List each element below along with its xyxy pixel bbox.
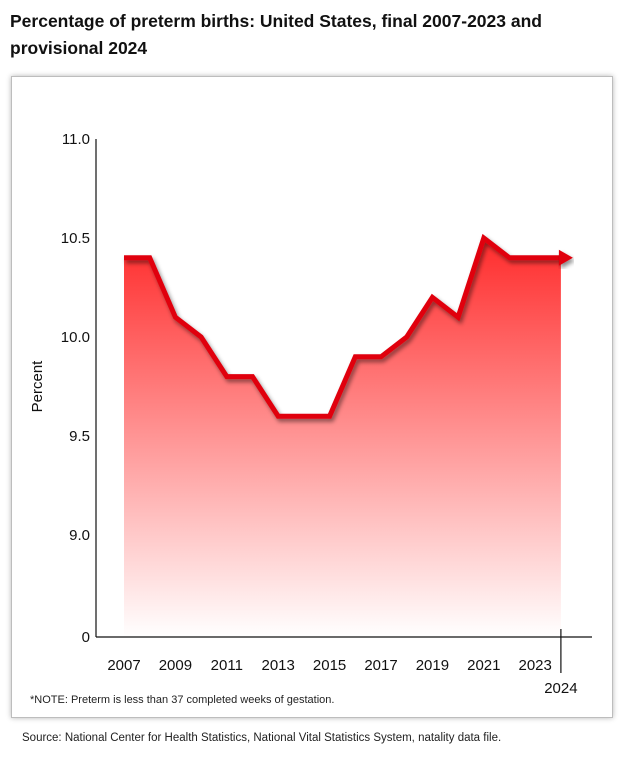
x-tick-label-provisional: 2024 — [544, 680, 577, 697]
area-layer — [124, 238, 561, 637]
x-tick-label: 2023 — [519, 657, 552, 674]
x-tick-label: 2015 — [313, 657, 346, 674]
preterm-births-chart: 11.0 10.5 10.0 9.5 9.0 0 Percent 2007 2009 2011 20… — [29, 131, 592, 706]
x-tick-label: 2013 — [262, 657, 295, 674]
y-axis-title: Percent — [29, 360, 46, 413]
y-tick-label: 0 — [82, 629, 90, 646]
y-tick-label: 9.0 — [69, 527, 90, 544]
source-note: Source: National Center for Health Stati… — [22, 732, 502, 744]
x-tick-label: 2021 — [467, 657, 500, 674]
area-fill — [124, 238, 561, 637]
x-tick-label: 2011 — [211, 657, 243, 674]
y-tick-label: 9.5 — [69, 428, 90, 445]
chart-note: *NOTE: Preterm is less than 37 completed… — [30, 694, 334, 706]
x-tick-label: 2007 — [107, 657, 140, 674]
chart-title: Percentage of preterm births: United Sta… — [10, 11, 542, 58]
x-tick-label: 2009 — [159, 657, 192, 674]
line-arrow-head — [558, 249, 573, 266]
y-tick-label: 11.0 — [62, 131, 90, 148]
chart-panel: 11.0 10.5 10.0 9.5 9.0 0 Percent 2007 2009 2011 20… — [11, 76, 613, 718]
y-tick-label: 10.0 — [61, 329, 90, 346]
labels-layer: 11.0 10.5 10.0 9.5 9.0 0 Percent 2007 2009 2011 20… — [29, 131, 578, 697]
x-tick-label: 2017 — [364, 657, 397, 674]
y-tick-label: 10.5 — [61, 230, 90, 247]
line-layer — [123, 233, 573, 419]
data-line — [124, 233, 561, 419]
x-tick-label: 2019 — [416, 657, 449, 674]
axes-layer — [95, 139, 592, 673]
